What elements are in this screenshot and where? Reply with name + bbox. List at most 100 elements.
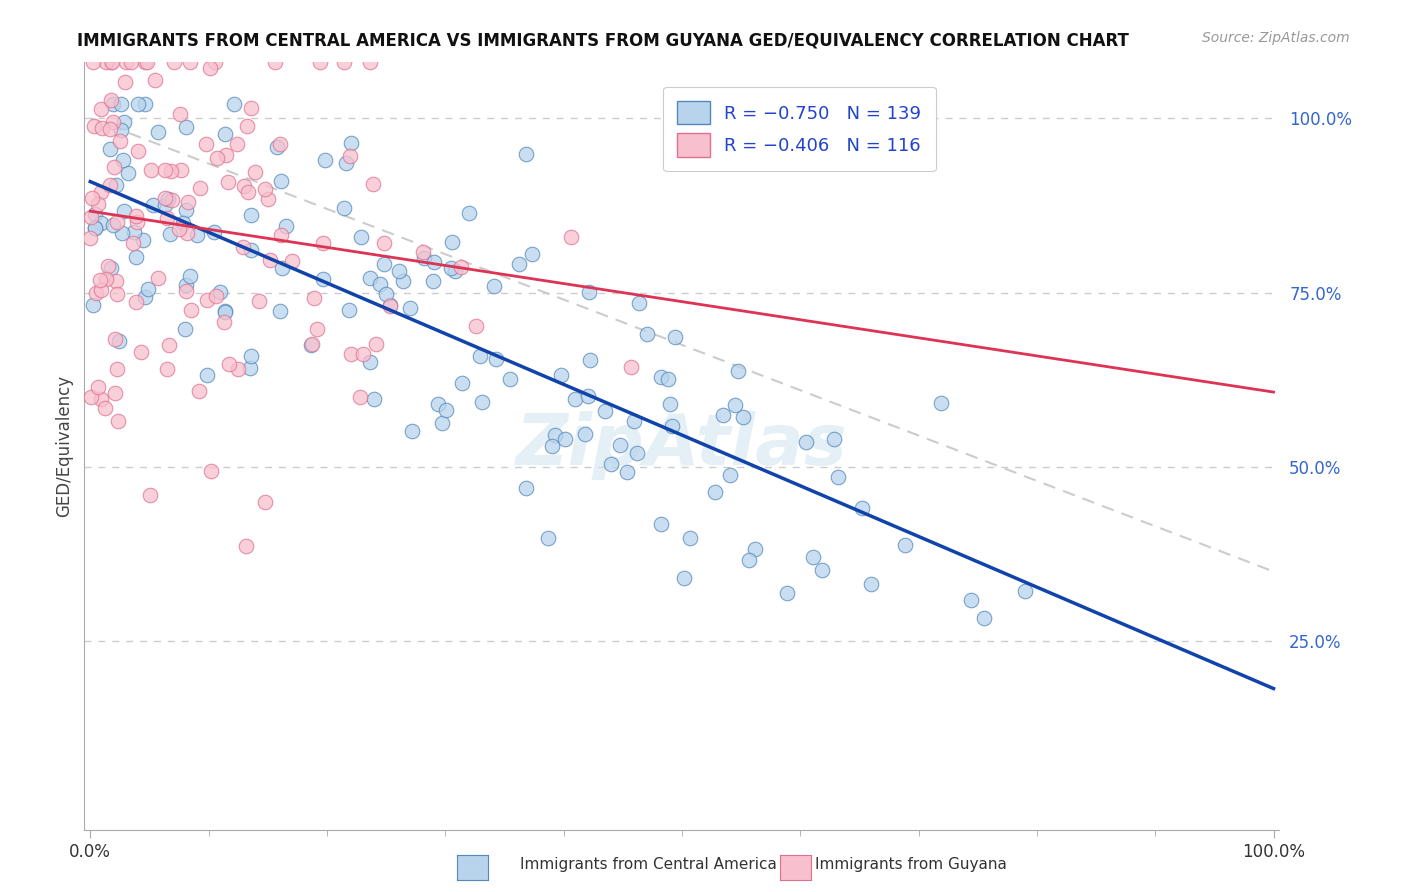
Point (823, 433, 845, 447)
Point (301, 336, 323, 351)
Point (153, 162, 176, 177)
Point (271, 260, 294, 275)
Point (378, 298, 401, 312)
Point (352, 347, 374, 361)
Point (215, 148, 238, 162)
Point (174, 277, 197, 292)
Point (127, 144, 149, 158)
Point (266, 139, 288, 153)
Point (270, 227, 292, 242)
Point (636, 326, 658, 341)
Point (522, 246, 544, 260)
Point (200, 61, 222, 75)
Point (422, 274, 444, 288)
Point (616, 465, 638, 479)
Point (434, 402, 457, 417)
Point (174, 284, 197, 298)
Point (98, 142, 121, 156)
Point (363, 392, 385, 407)
Point (860, 577, 883, 591)
Point (176, 226, 198, 240)
Point (167, 222, 190, 236)
Point (373, 257, 395, 271)
Point (236, 119, 259, 133)
Point (574, 426, 596, 441)
Point (163, 55, 186, 70)
Point (281, 253, 304, 268)
Point (578, 285, 600, 300)
Point (544, 428, 567, 442)
Point (96, 55, 118, 70)
Point (208, 285, 231, 299)
Point (239, 101, 262, 115)
Point (270, 174, 292, 188)
Text: Immigrants from Guyana: Immigrants from Guyana (815, 857, 1007, 872)
Point (105, 286, 128, 301)
Point (609, 438, 631, 452)
Point (361, 177, 384, 191)
Point (136, 282, 159, 296)
Point (125, 294, 148, 309)
Point (82, 298, 104, 312)
Point (664, 330, 686, 344)
Point (232, 179, 254, 194)
Point (205, 288, 228, 302)
Point (440, 235, 463, 249)
Point (176, 202, 198, 217)
Point (84, 207, 107, 221)
Point (359, 271, 381, 285)
Point (731, 409, 754, 424)
Point (98, 121, 121, 136)
Point (380, 299, 402, 313)
Point (550, 368, 572, 383)
Point (101, 114, 124, 128)
Point (179, 55, 201, 70)
Point (134, 55, 156, 70)
Point (776, 586, 799, 600)
Point (139, 163, 162, 178)
Point (239, 208, 262, 222)
Point (202, 225, 225, 239)
Point (205, 151, 228, 165)
Point (114, 55, 136, 70)
Point (186, 227, 208, 242)
Point (537, 532, 560, 546)
Point (236, 185, 259, 199)
Point (110, 122, 132, 136)
Point (243, 165, 266, 179)
Point (111, 153, 134, 167)
Point (82, 191, 104, 205)
Point (177, 195, 200, 210)
Point (125, 210, 148, 224)
Point (711, 409, 734, 423)
Point (373, 236, 395, 251)
Point (90, 102, 112, 116)
Point (101, 97, 124, 112)
Point (232, 240, 254, 254)
Point (499, 372, 522, 386)
Point (156, 192, 179, 206)
Point (84, 221, 107, 235)
Point (515, 481, 537, 495)
Point (214, 314, 236, 328)
Point (458, 206, 481, 220)
Point (337, 302, 360, 317)
Point (240, 243, 263, 257)
Point (96, 272, 118, 286)
Point (600, 457, 623, 471)
Point (84, 221, 107, 235)
Point (350, 229, 373, 244)
Legend: R = −0.750   N = 139, R = −0.406   N = 116: R = −0.750 N = 139, R = −0.406 N = 116 (664, 87, 936, 171)
Point (256, 192, 278, 206)
Point (364, 336, 387, 351)
Point (94, 401, 117, 415)
Point (160, 164, 183, 178)
Point (127, 215, 149, 229)
Point (97, 259, 120, 273)
Point (333, 201, 356, 215)
Point (370, 277, 392, 292)
Point (254, 182, 277, 196)
Point (794, 435, 817, 450)
Point (134, 97, 156, 112)
Point (105, 178, 128, 193)
